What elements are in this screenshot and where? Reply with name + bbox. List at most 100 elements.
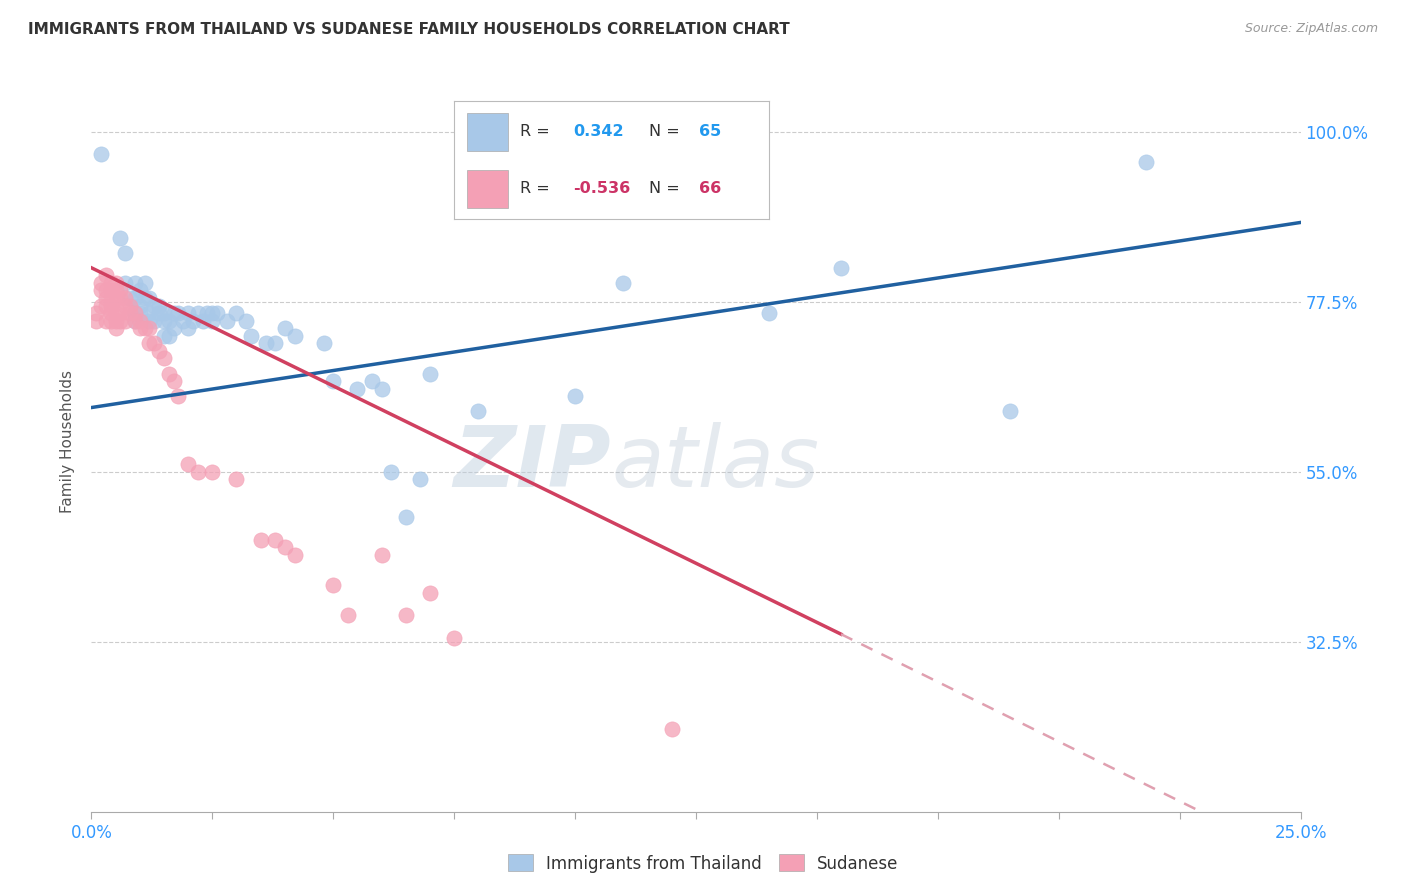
Point [235, 313, 257, 327]
Point [110, 306, 132, 320]
Point [148, 299, 170, 313]
Point [181, 313, 204, 327]
Point [1135, 155, 1157, 169]
Point [143, 299, 166, 313]
Point [138, 336, 160, 351]
Point [124, 306, 146, 320]
Point [110, 230, 132, 244]
Text: IMMIGRANTS FROM THAILAND VS SUDANESE FAMILY HOUSEHOLDS CORRELATION CHART: IMMIGRANTS FROM THAILAND VS SUDANESE FAM… [28, 22, 790, 37]
Point [120, 291, 142, 305]
Point [191, 313, 214, 327]
Point [380, 465, 402, 479]
Point [100, 299, 122, 313]
Point [128, 284, 150, 298]
Point [94, 313, 117, 327]
Point [336, 608, 359, 623]
Point [120, 299, 142, 313]
Point [84, 313, 107, 327]
Point [167, 389, 190, 403]
Point [110, 313, 132, 327]
Point [114, 313, 136, 327]
Point [114, 291, 136, 305]
Point [187, 465, 209, 479]
Point [104, 306, 127, 320]
Legend: Immigrants from Thailand, Sudanese: Immigrants from Thailand, Sudanese [501, 847, 905, 880]
Point [153, 313, 176, 327]
Point [138, 306, 160, 320]
Point [94, 291, 117, 305]
Point [264, 336, 287, 351]
Point [100, 291, 122, 305]
Point [100, 306, 122, 320]
Point [128, 313, 150, 327]
Point [225, 306, 247, 320]
Point [148, 343, 170, 358]
Point [138, 321, 160, 335]
Point [661, 722, 683, 736]
Point [124, 313, 146, 327]
Point [322, 374, 344, 388]
Point [94, 299, 117, 313]
Point [197, 306, 219, 320]
Point [90, 147, 112, 161]
Point [274, 321, 297, 335]
Point [90, 276, 112, 290]
Point [94, 268, 117, 283]
Point [201, 313, 224, 327]
Point [274, 541, 297, 555]
Point [830, 260, 852, 275]
Point [205, 306, 228, 320]
Point [128, 321, 150, 335]
Text: Source: ZipAtlas.com: Source: ZipAtlas.com [1244, 22, 1378, 36]
Point [104, 276, 127, 290]
Text: atlas: atlas [612, 422, 820, 505]
Point [157, 313, 180, 327]
Point [240, 328, 263, 343]
Point [104, 313, 127, 327]
Point [370, 382, 392, 396]
Point [409, 472, 432, 486]
Point [128, 306, 150, 320]
Point [110, 291, 132, 305]
Point [153, 351, 176, 366]
Point [124, 306, 146, 320]
Point [114, 299, 136, 313]
Point [157, 328, 180, 343]
Point [187, 306, 209, 320]
Point [104, 284, 127, 298]
Point [162, 321, 184, 335]
Point [283, 548, 305, 562]
Point [162, 374, 184, 388]
Point [249, 533, 271, 547]
Point [138, 313, 160, 327]
Point [1000, 404, 1022, 418]
Text: ZIP: ZIP [454, 422, 612, 505]
Point [612, 276, 634, 290]
Point [172, 313, 194, 327]
Point [467, 404, 489, 418]
Point [143, 336, 166, 351]
Y-axis label: Family Households: Family Households [60, 370, 76, 513]
Point [110, 284, 132, 298]
Point [395, 608, 418, 623]
Point [225, 472, 247, 486]
Point [167, 306, 190, 320]
Point [90, 299, 112, 313]
Point [215, 313, 238, 327]
Point [254, 336, 277, 351]
Point [177, 306, 200, 320]
Point [162, 306, 184, 320]
Point [120, 306, 142, 320]
Point [153, 306, 176, 320]
Point [100, 313, 122, 327]
Point [94, 284, 117, 298]
Point [758, 306, 780, 320]
Point [361, 374, 384, 388]
Point [84, 306, 107, 320]
Point [90, 284, 112, 298]
Point [128, 299, 150, 313]
Point [419, 367, 441, 381]
Point [100, 284, 122, 298]
Point [283, 328, 305, 343]
Point [124, 291, 146, 305]
